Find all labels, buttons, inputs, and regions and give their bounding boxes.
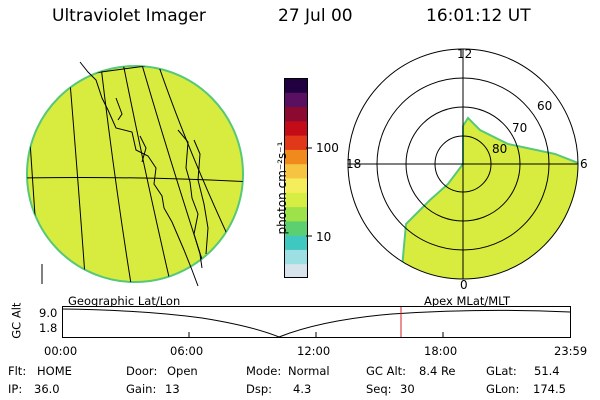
glat-value: 51.4 — [534, 364, 560, 378]
ip-value: 36.0 — [34, 382, 60, 396]
colorbar-tick-marks — [306, 147, 312, 237]
mode-label: Mode: — [246, 364, 282, 378]
colorbar-swatch — [285, 120, 307, 136]
colorbar-swatch — [285, 135, 307, 150]
x-tick-0600: 06:00 — [170, 344, 204, 358]
polar-plot — [347, 48, 579, 280]
colorbar — [284, 78, 308, 278]
app-title: Ultraviolet Imager — [52, 6, 206, 26]
x-tick-1800: 18:00 — [424, 344, 458, 358]
colorbar-swatch — [285, 249, 307, 265]
colorbar-swatch — [285, 149, 307, 165]
ip-label: IP: — [8, 382, 23, 396]
glon-label: GLon: — [486, 382, 520, 396]
x-tick-0000: 00:00 — [44, 344, 78, 358]
colorbar-swatch — [285, 235, 307, 250]
mode-value: Normal — [288, 364, 330, 378]
colorbar-swatch — [285, 92, 307, 108]
alt-axis-title: GC Alt — [9, 302, 24, 339]
colorbar-swatch — [285, 263, 307, 278]
geographic-image — [26, 61, 244, 287]
colorbar-unit-label: photon cm⁻²s⁻¹ — [275, 141, 289, 235]
mlt-label-12: 12 — [457, 47, 473, 61]
gcalt-value: 8.4 Re — [419, 364, 456, 378]
door-value: Open — [167, 364, 198, 378]
colorbar-swatch — [285, 163, 307, 179]
colorbar-tick-10: 10 — [316, 230, 332, 244]
colorbar-tick-100: 100 — [316, 141, 339, 155]
colorbar-swatch — [285, 206, 307, 222]
colorbar-swatch — [285, 220, 307, 236]
mlat-label-70: 70 — [512, 121, 528, 135]
dsp-value: 4.3 — [293, 382, 312, 396]
x-tick-2359: 23:59 — [554, 344, 588, 358]
gain-value: 13 — [165, 382, 180, 396]
alt-tick-1-8: 1.8 — [39, 321, 58, 335]
mlt-label-6: 6 — [580, 157, 588, 171]
glat-label: GLat: — [486, 364, 517, 378]
polar-panel-label: Apex MLat/MLT — [424, 294, 511, 308]
colorbar-swatch — [285, 178, 307, 193]
mlat-label-60: 60 — [537, 99, 553, 113]
seq-label: Seq: — [366, 382, 392, 396]
geo-disk — [26, 65, 244, 283]
dsp-label: Dsp: — [246, 382, 273, 396]
colorbar-swatch — [285, 106, 307, 122]
mlat-label-80: 80 — [492, 142, 508, 156]
altitude-plot — [62, 306, 571, 338]
colorbar-swatch — [285, 78, 307, 93]
colorbar-swatch — [285, 192, 307, 208]
door-label: Door: — [126, 364, 158, 378]
seq-value: 30 — [400, 382, 415, 396]
alt-tick-9: 9.0 — [39, 306, 58, 320]
geo-panel-label: Geographic Lat/Lon — [68, 294, 181, 308]
glon-value: 174.5 — [533, 382, 566, 396]
time-label: 16:01:12 UT — [426, 6, 531, 26]
gain-label: Gain: — [126, 382, 157, 396]
flt-value: HOME — [37, 364, 72, 378]
date-label: 27 Jul 00 — [278, 6, 353, 26]
mlt-label-18: 18 — [346, 157, 362, 171]
flt-label: Flt: — [8, 364, 27, 378]
gcalt-label: GC Alt: — [366, 364, 407, 378]
mlt-label-0: 0 — [460, 278, 468, 292]
x-tick-1200: 12:00 — [297, 344, 331, 358]
